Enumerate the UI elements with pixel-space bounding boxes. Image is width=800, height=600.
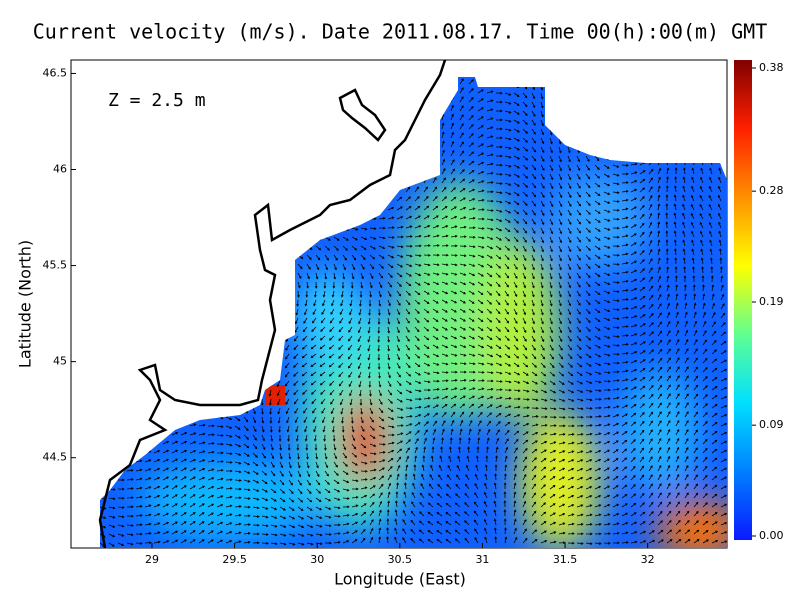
x-tick-label: 32 <box>641 553 655 566</box>
colorbar-tick-label: 0.28 <box>759 184 784 197</box>
title: Current velocity (m/s). Date 2011.08.17.… <box>33 20 768 44</box>
colorbar-tick-label: 0.00 <box>759 529 784 542</box>
x-tick-label: 29.5 <box>222 553 247 566</box>
x-tick-label: 30.5 <box>388 553 413 566</box>
colorbar-tick-label: 0.09 <box>759 418 784 431</box>
x-tick-label: 31.5 <box>553 553 578 566</box>
x-tick-label: 31 <box>475 553 489 566</box>
coastline <box>98 59 447 549</box>
colorbar-tick-label: 0.19 <box>759 295 784 308</box>
y-axis-label: Latitude (North) <box>16 240 35 368</box>
x-tick-label: 30 <box>310 553 324 566</box>
y-tick-label: 46 <box>53 163 67 176</box>
y-tick-label: 44.5 <box>43 451 68 464</box>
y-tick-label: 45.5 <box>43 259 68 272</box>
field-hotspot <box>265 385 285 405</box>
x-tick-label: 29 <box>145 553 159 566</box>
depth-annotation: Z = 2.5 m <box>108 90 206 111</box>
colorbar <box>734 60 752 540</box>
colorbar-tick-label: 0.38 <box>759 61 784 74</box>
y-tick-label: 46.5 <box>43 66 68 79</box>
island <box>338 88 387 142</box>
x-axis-label: Longitude (East) <box>334 570 466 589</box>
y-tick-label: 45 <box>53 355 67 368</box>
